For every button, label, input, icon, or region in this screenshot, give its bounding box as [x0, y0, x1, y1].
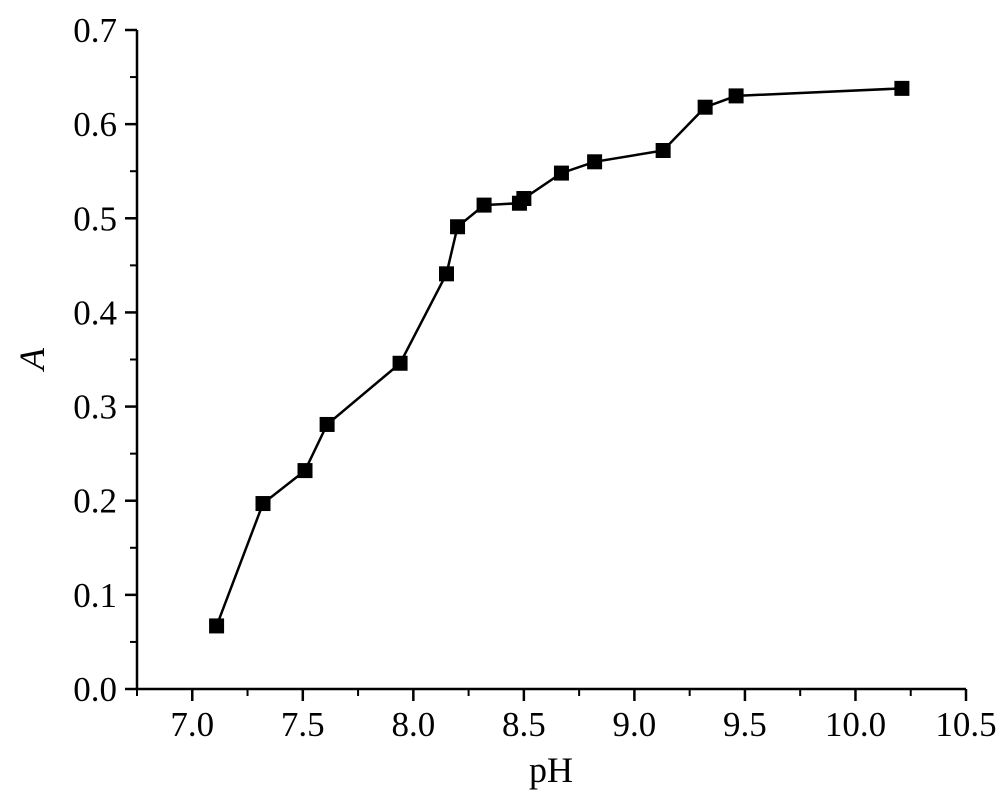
- y-axis-title: A: [12, 347, 52, 372]
- data-point: [392, 355, 408, 371]
- data-point: [319, 416, 335, 432]
- y-tick-label: 0.6: [73, 105, 117, 144]
- x-ticks: 7.0 7.5 8.0 8.5 9.0 9.5 10.0 10.5: [136, 689, 997, 744]
- y-tick-label: 0.1: [73, 576, 117, 615]
- data-point: [297, 463, 313, 479]
- series-line-group: [215, 87, 902, 627]
- y-tick-label: 0.7: [73, 11, 117, 50]
- data-point: [728, 88, 744, 104]
- y-tick-label: 0.2: [73, 482, 117, 521]
- x-tick-label: 10.0: [825, 705, 886, 744]
- data-point: [553, 165, 569, 181]
- x-tick-label: 8.5: [502, 705, 546, 744]
- data-point: [894, 80, 910, 96]
- x-tick-label: 8.0: [391, 705, 435, 744]
- data-point: [438, 266, 454, 282]
- y-ticks: 0.0 0.1 0.2 0.3 0.4 0.5 0.6 0.7: [73, 11, 137, 709]
- data-point: [209, 618, 225, 634]
- x-tick-label: 7.0: [170, 705, 214, 744]
- x-tick-label: 10.5: [935, 705, 996, 744]
- x-tick-label: 9.5: [723, 705, 767, 744]
- y-tick-label: 0.4: [73, 293, 117, 332]
- x-axis-title: pH: [529, 750, 573, 790]
- data-point: [587, 154, 603, 170]
- y-tick-label: 0.0: [73, 670, 117, 709]
- y-tick-label: 0.3: [73, 388, 117, 427]
- data-point: [697, 99, 713, 115]
- x-tick-label: 9.0: [613, 705, 657, 744]
- data-point: [450, 219, 466, 235]
- data-point: [516, 191, 532, 207]
- series-line: [215, 87, 902, 627]
- data-points: [209, 80, 910, 634]
- axes: [135, 30, 966, 691]
- data-point: [655, 143, 671, 159]
- x-tick-label: 7.5: [281, 705, 325, 744]
- data-point: [476, 197, 492, 213]
- data-point: [255, 496, 271, 512]
- y-tick-label: 0.5: [73, 199, 117, 238]
